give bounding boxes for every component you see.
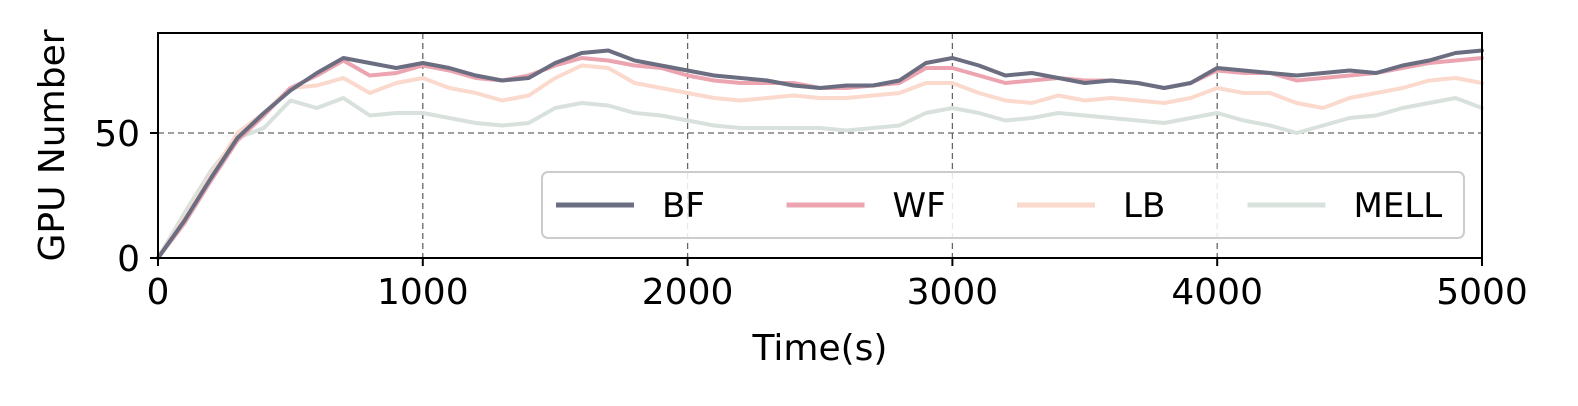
legend-label-bf: BF	[662, 186, 705, 226]
legend-label-lb: LB	[1123, 186, 1165, 226]
legend-box	[541, 171, 1465, 239]
y-tick-label: 0	[117, 239, 140, 280]
x-tick-label: 4000	[1171, 272, 1263, 313]
x-tick-label: 1000	[377, 272, 469, 313]
legend-label-wf: WF	[893, 186, 946, 226]
series-line-bf	[156, 48, 1484, 260]
x-tick-label: 0	[147, 272, 170, 313]
series-line-lb	[156, 63, 1484, 260]
y-tick-label: 50	[94, 114, 140, 155]
series-line-mell	[156, 96, 1484, 260]
legend: BF WF LB MELL	[541, 171, 1465, 239]
x-tick-label: 5000	[1436, 272, 1528, 313]
legend-label-mell: MELL	[1354, 186, 1443, 226]
plot-area-frame	[157, 32, 1483, 259]
x-tick-label: 2000	[642, 272, 734, 313]
x-axis-title: Time(s)	[752, 328, 888, 369]
series-lines	[156, 48, 1484, 260]
grid-lines	[158, 33, 1482, 258]
x-axis-ticks: 0 1000 2000 3000 4000 5000	[147, 258, 1528, 313]
y-axis-title: GPU Number	[32, 29, 73, 261]
y-axis-ticks: 0 50	[94, 114, 158, 280]
x-tick-label: 3000	[907, 272, 999, 313]
